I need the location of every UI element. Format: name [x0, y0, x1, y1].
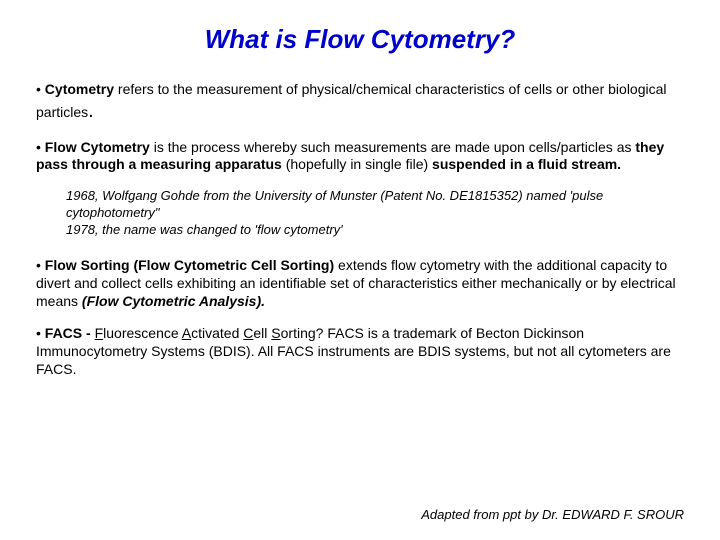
flow-cytometry-term: Flow Cytometry [45, 139, 150, 155]
history-line-2: 1978, the name was changed to 'flow cyto… [66, 222, 684, 239]
facs-f: F [95, 325, 104, 341]
facs-t2: ctivated [191, 325, 243, 341]
facs-a: A [182, 325, 191, 341]
facs-s: S [271, 325, 280, 341]
facs-t1: luorescence [103, 325, 182, 341]
bullet: • [36, 325, 45, 341]
flow-cytometry-text-1: is the process whereby such measurements… [150, 139, 636, 155]
facs-paragraph: • FACS - Fluorescence Activated Cell Sor… [36, 325, 684, 379]
facs-c: C [243, 325, 253, 341]
flow-cytometry-bold-3: suspended in a fluid stream. [432, 156, 621, 172]
slide-title: What is Flow Cytometry? [36, 24, 684, 55]
flow-cytometry-text-2: (hopefully in single file) [282, 156, 432, 172]
flow-sorting-term: Flow Sorting (Flow Cytometric Cell Sorti… [45, 257, 334, 273]
facs-term: FACS [45, 325, 82, 341]
flow-cytometric-analysis: (Flow Cytometric Analysis). [82, 293, 265, 309]
history-block: 1968, Wolfgang Gohde from the University… [66, 188, 684, 239]
slide: What is Flow Cytometry? • Cytometry refe… [0, 0, 720, 540]
facs-t3: ell [253, 325, 271, 341]
bullet: • [36, 139, 45, 155]
period: . [88, 100, 94, 122]
history-line-1: 1968, Wolfgang Gohde from the University… [66, 188, 684, 222]
flow-cytometry-paragraph: • Flow Cytometry is the process whereby … [36, 139, 684, 175]
cytometry-term: Cytometry [45, 81, 114, 97]
bullet: • [36, 257, 45, 273]
facs-dash: - [82, 325, 94, 341]
cytometry-text: refers to the measurement of physical/ch… [36, 81, 667, 120]
credit-line: Adapted from ppt by Dr. EDWARD F. SROUR [421, 507, 684, 522]
cytometry-paragraph: • Cytometry refers to the measurement of… [36, 81, 684, 125]
flow-sorting-paragraph: • Flow Sorting (Flow Cytometric Cell Sor… [36, 257, 684, 311]
bullet: • [36, 81, 45, 97]
